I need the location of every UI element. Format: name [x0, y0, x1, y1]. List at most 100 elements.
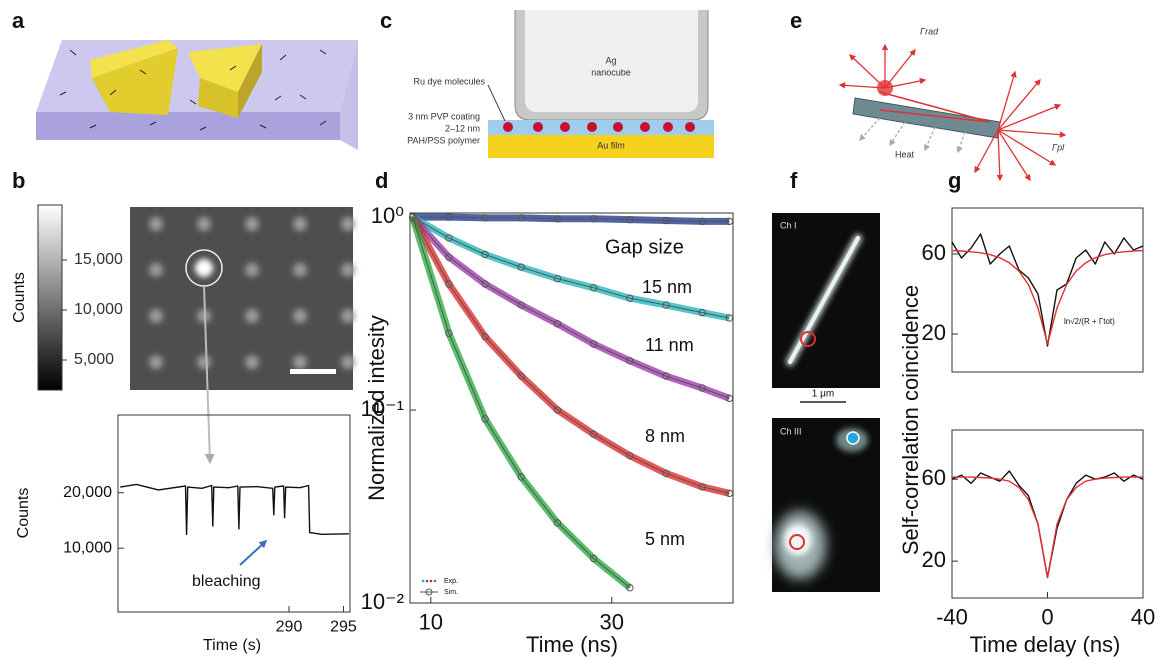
x-axis-label: Time (ns)	[526, 632, 618, 657]
sim-marker	[553, 519, 562, 527]
sim-marker	[662, 216, 670, 225]
spot	[245, 263, 259, 277]
series-line	[951, 470, 1144, 579]
sim-marker	[725, 314, 734, 322]
arrow	[203, 285, 215, 464]
sim-marker	[626, 584, 634, 592]
spot	[293, 263, 307, 277]
y-tick-label: 60	[922, 465, 946, 490]
series-label: 11 nm	[645, 335, 694, 355]
series-line	[951, 233, 1144, 347]
sim-marker	[445, 234, 453, 242]
red-marker	[789, 534, 805, 550]
spot	[195, 259, 213, 277]
y-tick-label: 20,000	[63, 484, 112, 501]
spots	[149, 217, 355, 369]
sim-marker	[481, 214, 489, 222]
charts: 5,000 10,000 15,000 Counts 10,000 20,000 290 29…	[11, 203, 1155, 657]
panel-a-illustration	[36, 40, 358, 150]
y-axis-label: Counts	[11, 272, 28, 323]
panel-letter: c	[380, 8, 392, 33]
sim-line	[412, 216, 730, 399]
series-line	[952, 476, 1143, 579]
sim-marker	[481, 415, 489, 423]
heat-arrows	[859, 117, 966, 154]
legend-label: Sim.	[444, 589, 458, 596]
panel-b-image	[130, 207, 355, 566]
x-tick-label: 0	[1041, 605, 1053, 630]
sim-marker	[725, 217, 734, 226]
y-tick-label: 10⁻²	[361, 589, 404, 614]
label: PAH/PSS polymer	[407, 135, 480, 145]
label: Ag	[605, 55, 616, 65]
spot	[341, 355, 355, 369]
sim-marker	[662, 469, 670, 478]
x-tick-label: 40	[1131, 605, 1155, 630]
sim-marker	[698, 308, 706, 317]
scale-bar	[290, 369, 336, 374]
legend-swatch	[429, 579, 433, 583]
sim-marker	[698, 483, 706, 491]
series-line	[120, 483, 349, 535]
spot	[245, 217, 259, 231]
red-marker	[800, 331, 816, 347]
sim-marker	[626, 215, 634, 224]
plot-frame	[951, 207, 1144, 373]
spot	[341, 263, 355, 277]
panel-letter: b	[12, 168, 25, 193]
prism-front	[92, 48, 178, 115]
slab-top	[36, 40, 358, 112]
y-axis-label: Normalized intesity	[364, 315, 389, 501]
sim-line	[412, 216, 730, 494]
y-tick-label: 5,000	[74, 351, 114, 368]
label: Au film	[597, 140, 625, 150]
spot	[149, 217, 163, 231]
sim-marker	[553, 215, 562, 223]
legend-swatch	[425, 588, 433, 596]
sim-marker	[517, 301, 525, 309]
dipoles	[59, 49, 327, 131]
series-label: 5 nm	[645, 529, 685, 549]
y-axis-label: Counts	[15, 488, 32, 539]
panel-e-diagram: Γrad Γpl Heat	[838, 26, 1067, 182]
scale-label: 1 μm	[812, 389, 834, 400]
sim-marker	[517, 214, 525, 222]
sim-marker	[517, 372, 525, 380]
plot-frame	[409, 212, 734, 604]
series-line	[951, 249, 1144, 345]
sim-marker	[481, 280, 489, 288]
annotation: Gap size	[605, 236, 684, 258]
prism-top	[90, 40, 178, 78]
x-tick-label: 10	[419, 610, 443, 635]
sim-marker	[553, 274, 562, 283]
x-axis-label: Time delay (ns)	[970, 632, 1121, 657]
annotation: ln√2/(R + Γtot)	[1064, 317, 1115, 326]
plasmon-path	[879, 91, 991, 123]
y-tick-label: 10⁻¹	[361, 396, 404, 421]
y-tick-label: 15,000	[74, 251, 123, 268]
sim-marker	[445, 329, 453, 337]
legend-swatch	[421, 579, 425, 583]
pvp-layer	[488, 120, 714, 135]
y-tick-label: 20	[922, 547, 946, 572]
slab-side	[340, 40, 358, 150]
spot	[245, 309, 259, 323]
sim-marker	[445, 213, 453, 221]
panel-letter: f	[790, 168, 798, 193]
arrow	[239, 539, 268, 566]
plot-frame	[951, 429, 1144, 599]
sim-marker	[589, 284, 598, 292]
series-label: 8 nm	[645, 426, 685, 446]
sim-marker	[725, 489, 734, 498]
sim-marker	[445, 280, 453, 288]
sim-marker	[626, 294, 634, 302]
series-label: 15 nm	[642, 277, 692, 297]
y-tick-label: 10⁰	[371, 203, 404, 228]
sim-marker	[517, 473, 525, 481]
label: Γpl	[1052, 142, 1065, 152]
spot	[293, 355, 307, 369]
prism-side	[238, 44, 262, 118]
sim-marker	[589, 340, 598, 348]
emission-arrows	[838, 43, 1067, 182]
